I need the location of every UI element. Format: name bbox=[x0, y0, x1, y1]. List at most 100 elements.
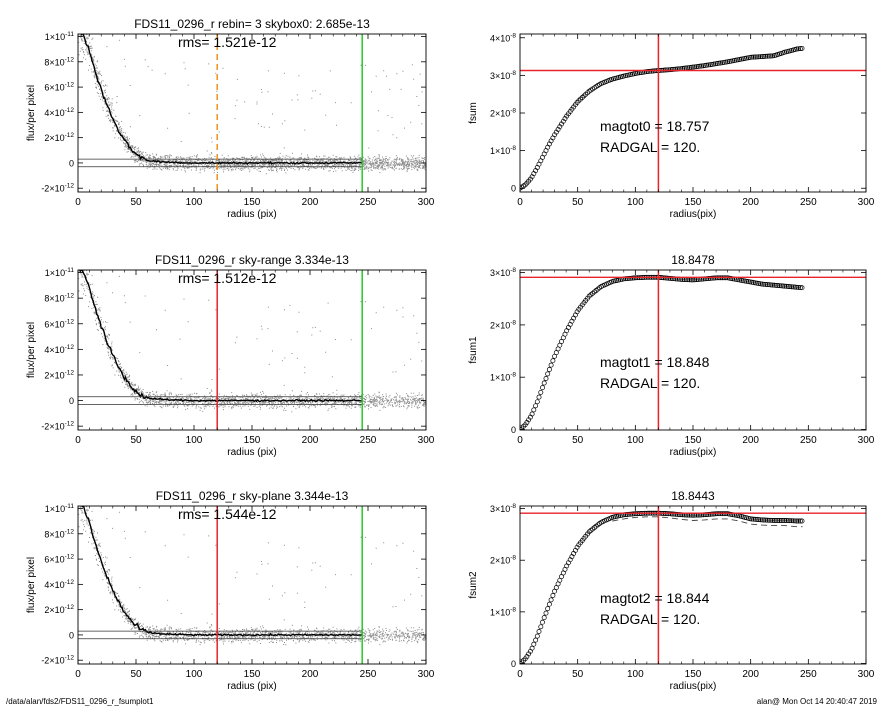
flux-point bbox=[612, 514, 618, 520]
x-tick-label: 300 bbox=[418, 669, 435, 680]
y-tick-label: 4×10-12 bbox=[44, 344, 74, 355]
flux-point bbox=[645, 69, 651, 74]
flux-point bbox=[763, 281, 769, 287]
x-tick-label: 300 bbox=[418, 197, 435, 208]
flux-point bbox=[721, 59, 727, 65]
flux-point bbox=[669, 276, 675, 282]
annotation-text: magtot2 = 18.844 bbox=[600, 590, 710, 606]
flux-point bbox=[780, 283, 786, 289]
plot-area bbox=[520, 270, 866, 430]
flux-point bbox=[749, 54, 755, 60]
flux-point bbox=[623, 512, 628, 518]
flux-point bbox=[623, 73, 628, 79]
chart-title: 18.8443 bbox=[671, 489, 715, 503]
y-tick-label: 2×10-8 bbox=[490, 319, 516, 330]
y-tick-label: 2×10-12 bbox=[44, 132, 74, 143]
flux-point bbox=[771, 282, 777, 288]
flux-point bbox=[797, 285, 803, 291]
flux-point bbox=[797, 46, 803, 52]
flux-point bbox=[794, 518, 800, 524]
flux-point bbox=[574, 544, 580, 550]
x-tick-label: 50 bbox=[130, 669, 142, 680]
flux-point bbox=[666, 275, 672, 281]
flux-point bbox=[709, 511, 715, 517]
flux-point bbox=[763, 53, 769, 59]
flux-point bbox=[751, 54, 756, 60]
flux-point bbox=[768, 282, 774, 288]
flux-point bbox=[695, 63, 701, 69]
flux-point bbox=[531, 407, 537, 413]
median-profile-line bbox=[79, 506, 363, 637]
flux-point bbox=[709, 275, 715, 281]
flux-point bbox=[796, 46, 801, 52]
flux-point bbox=[770, 517, 776, 523]
flux-point bbox=[664, 275, 670, 281]
median-profile-line bbox=[79, 270, 363, 403]
flux-point bbox=[630, 511, 635, 517]
flux-point bbox=[707, 275, 713, 281]
y-tick-label: 0 bbox=[69, 630, 74, 640]
plot-frame bbox=[519, 269, 867, 431]
chart-title: 18.8478 bbox=[671, 253, 715, 267]
pixel-scatter bbox=[78, 34, 426, 175]
x-tick-label: 300 bbox=[418, 435, 435, 446]
chart-title: FDS11_0296_r sky-range 3.334e-13 bbox=[155, 253, 349, 267]
flux-point bbox=[780, 518, 786, 523]
flux-point bbox=[697, 63, 703, 69]
flux-point bbox=[673, 66, 679, 72]
chart-profile2: 0 50 100 150 200 250 300 1×10-11 8×10-12 6×10-12 4… bbox=[26, 489, 435, 692]
flux-point bbox=[536, 394, 542, 400]
flux-point bbox=[766, 517, 772, 523]
flux-point bbox=[783, 283, 789, 289]
x-tick-label: 300 bbox=[858, 197, 875, 208]
flux-point bbox=[785, 284, 791, 289]
x-tick-label: 100 bbox=[627, 435, 644, 446]
pixel-scatter-points bbox=[78, 270, 426, 413]
flux-point bbox=[759, 517, 765, 523]
flux-point bbox=[740, 56, 746, 62]
flux-point bbox=[692, 64, 698, 70]
flux-point bbox=[688, 64, 694, 70]
x-tick-label: 150 bbox=[244, 435, 261, 446]
flux-point bbox=[704, 62, 710, 68]
flux-point bbox=[785, 518, 791, 524]
flux-point bbox=[778, 283, 784, 289]
x-tick-label: 200 bbox=[302, 435, 319, 446]
y-tick-label: 6×10-12 bbox=[44, 554, 74, 565]
flux-point bbox=[579, 95, 585, 100]
plot-frame bbox=[77, 505, 427, 665]
x-axis-label: radius (pix) bbox=[227, 681, 276, 692]
y-tick-label: 4×10-12 bbox=[44, 107, 74, 118]
chart-fsum1: magtot1 = 18.848 RADGAL = 120. 0 50 100 150 20… bbox=[468, 253, 875, 458]
flux-point bbox=[628, 72, 634, 78]
flux-point bbox=[758, 54, 763, 60]
flux-point bbox=[550, 358, 556, 364]
flux-point bbox=[706, 62, 712, 68]
flux-point bbox=[628, 275, 634, 281]
pixel-scatter bbox=[78, 506, 426, 646]
x-tick-label: 100 bbox=[186, 435, 203, 446]
flux-point bbox=[612, 278, 618, 284]
flux-point bbox=[761, 54, 767, 59]
flux-point bbox=[759, 54, 765, 60]
y-tick-label: 2×10-8 bbox=[490, 555, 516, 566]
y-tick-label: 6×10-12 bbox=[44, 318, 74, 329]
median-profile-line bbox=[80, 34, 363, 165]
flux-point bbox=[671, 276, 677, 282]
rms-annotation: rms= 1.544e-12 bbox=[178, 506, 277, 522]
x-axis-label: radius (pix) bbox=[227, 209, 276, 220]
flux-point bbox=[787, 284, 793, 290]
flux-point bbox=[754, 517, 760, 522]
flux-point bbox=[782, 283, 788, 289]
flux-point bbox=[702, 63, 708, 68]
x-tick-label: 200 bbox=[742, 669, 759, 680]
flux-point bbox=[536, 629, 542, 634]
flux-point bbox=[732, 58, 737, 63]
flux-point bbox=[735, 57, 741, 63]
x-tick-label: 50 bbox=[572, 435, 584, 446]
x-tick-label: 50 bbox=[572, 669, 584, 680]
flux-point bbox=[783, 518, 789, 523]
x-tick-label: 100 bbox=[627, 197, 644, 208]
flux-point bbox=[726, 59, 732, 64]
x-tick-label: 150 bbox=[685, 435, 702, 446]
